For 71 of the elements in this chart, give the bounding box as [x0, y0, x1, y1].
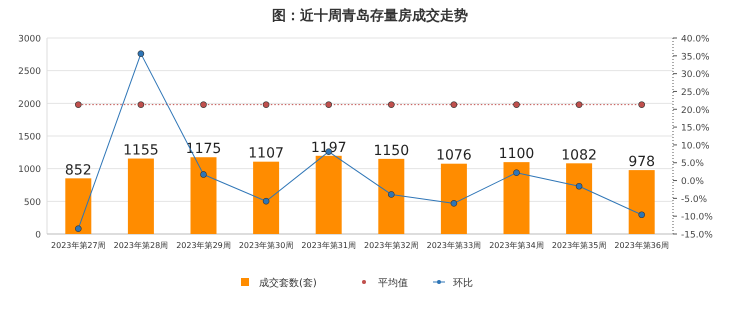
- legend-label: 平均值: [378, 277, 408, 289]
- point: [325, 101, 332, 108]
- y2-tick-label: 5.0%: [681, 159, 704, 170]
- y2-tick-label: -5.0%: [681, 194, 708, 205]
- bar: [128, 158, 154, 234]
- point: [262, 198, 270, 205]
- point: [138, 50, 144, 57]
- y-tick-label: 1500: [18, 132, 42, 142]
- legend-label: 环比: [453, 277, 473, 289]
- bar: [440, 164, 467, 234]
- bar: [378, 158, 404, 234]
- x-tick-label: 2023年第33周: [426, 241, 482, 250]
- y2-tick-label: -10.0%: [681, 212, 714, 223]
- bar: [253, 162, 280, 234]
- point: [576, 182, 582, 190]
- data-label: 1197: [310, 140, 347, 156]
- x-tick-label: 2023年第30周: [238, 241, 294, 250]
- y2-tick-label: 20.0%: [681, 106, 710, 116]
- point: [638, 101, 645, 108]
- point: [388, 191, 395, 198]
- point: [75, 225, 82, 232]
- point: [200, 101, 207, 108]
- y2-tick-label: -15.0%: [681, 230, 714, 240]
- bar: [504, 162, 530, 234]
- y2-tick-label: 30.0%: [681, 70, 710, 80]
- y2-tick-label: 15.0%: [681, 124, 710, 134]
- data-label: 978: [628, 154, 656, 170]
- point: [450, 200, 458, 207]
- data-label: 1100: [498, 146, 534, 162]
- y2-tick-label: 0.0%: [681, 177, 704, 188]
- point: [75, 101, 82, 108]
- point: [576, 101, 582, 108]
- bar: [65, 178, 92, 234]
- bar: [566, 163, 592, 234]
- y-tick-label: 2500: [18, 67, 42, 78]
- bar: [628, 170, 655, 234]
- point: [388, 101, 395, 108]
- data-label: 1082: [561, 147, 597, 164]
- data-label: 1155: [123, 142, 159, 159]
- chart-title: 图：近十周青岛存量房成交走势: [272, 7, 468, 24]
- point: [513, 169, 520, 176]
- x-tick-label: 2023年第31周: [301, 241, 356, 250]
- point: [513, 101, 520, 108]
- point: [200, 171, 207, 178]
- x-tick-label: 2023年第29周: [176, 241, 231, 250]
- data-label: 1150: [373, 142, 410, 159]
- x-tick-label: 2023年第36周: [614, 241, 669, 250]
- y-tick-label: 0: [35, 230, 42, 240]
- x-tick-label: 2023年第32周: [364, 241, 419, 250]
- point: [450, 101, 458, 108]
- y2-tick-label: 25.0%: [681, 88, 710, 98]
- x-tick-label: 2023年第28周: [114, 241, 168, 250]
- point: [262, 101, 270, 108]
- bar: [190, 157, 216, 234]
- x-tick-label: 2023年第35周: [552, 241, 606, 250]
- data-label: 852: [64, 162, 92, 178]
- data-label: 1107: [248, 146, 284, 162]
- bar: [316, 156, 342, 234]
- y2-tick-label: 35.0%: [681, 52, 710, 62]
- y-tick-label: 3000: [18, 34, 42, 44]
- y2-tick-label: 40.0%: [681, 34, 710, 44]
- y2-tick-label: 10.0%: [681, 141, 710, 152]
- point: [638, 211, 645, 218]
- y-tick-label: 1000: [18, 165, 42, 176]
- y-tick-label: 500: [24, 198, 42, 208]
- data-label: 1076: [436, 148, 472, 164]
- point: [138, 101, 144, 108]
- y-tick-label: 2000: [18, 100, 42, 110]
- legend-label: 成交套数(套): [259, 277, 317, 289]
- x-tick-label: 2023年第34周: [489, 241, 544, 250]
- x-tick-label: 2023年第27周: [51, 241, 106, 250]
